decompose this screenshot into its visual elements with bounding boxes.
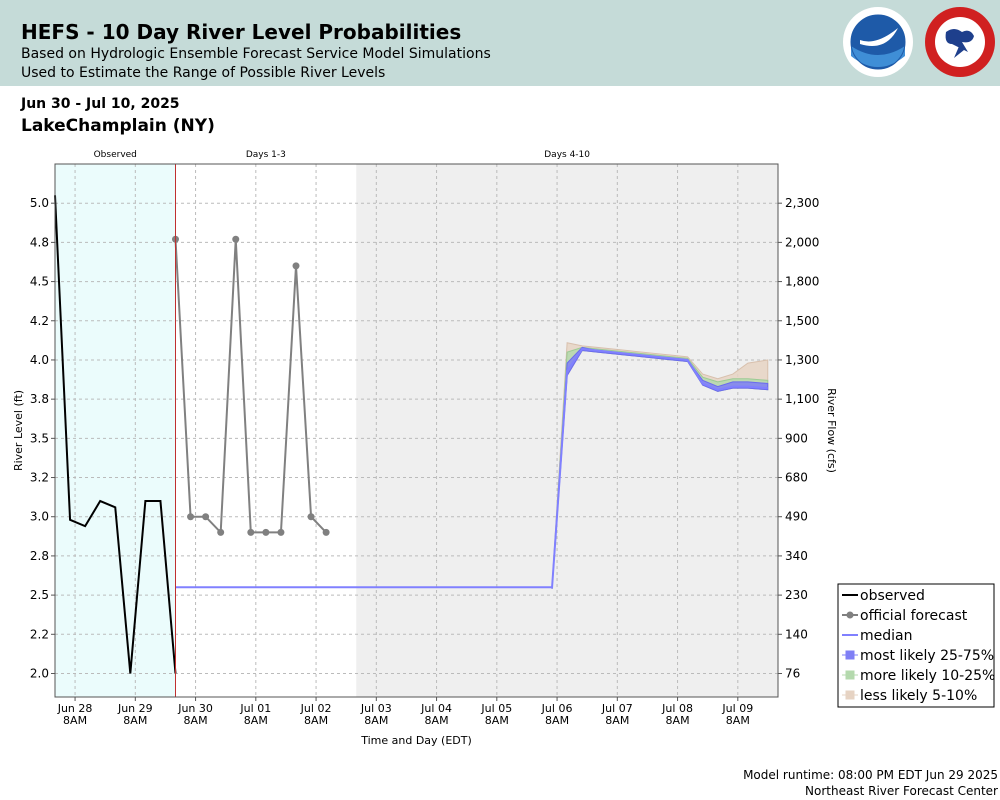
noaa-logo-icon bbox=[843, 7, 913, 77]
observed-line bbox=[54, 195, 177, 674]
y-tick-label-7: 3.8 bbox=[30, 392, 49, 406]
y2-tick-label-5: 680 bbox=[785, 471, 808, 485]
legend-swatch-official-dot bbox=[846, 611, 854, 619]
y2-tick-label-2: 230 bbox=[785, 588, 808, 602]
y2-tick-label-7: 1,100 bbox=[785, 392, 819, 406]
x-tick-day-2: Jun 30 bbox=[177, 702, 213, 715]
y-tick-label-12: 5.0 bbox=[30, 196, 49, 210]
y-tick-label-4: 3.0 bbox=[30, 510, 49, 524]
y2-tick-label-9: 1,500 bbox=[785, 314, 819, 328]
x-tick-time-4: 8AM bbox=[304, 714, 328, 727]
y2-tick-label-3: 340 bbox=[785, 549, 808, 563]
subtitle-line-2: Used to Estimate the Range of Possible R… bbox=[21, 65, 386, 81]
x-tick-day-3: Jul 01 bbox=[239, 702, 271, 715]
location-name: LakeChamplain (NY) bbox=[21, 116, 215, 136]
official-forecast-point-3 bbox=[217, 528, 225, 536]
y2-tick-label-8: 1,300 bbox=[785, 353, 819, 367]
official-forecast-point-7 bbox=[277, 528, 285, 536]
x-tick-time-3: 8AM bbox=[244, 714, 268, 727]
x-tick-day-1: Jun 29 bbox=[117, 702, 153, 715]
official-forecast-point-6 bbox=[262, 528, 270, 536]
x-axis-label: Time and Day (EDT) bbox=[360, 734, 472, 747]
official-forecast-point-5 bbox=[247, 528, 255, 536]
x-tick-day-8: Jul 06 bbox=[541, 702, 573, 715]
subtitle-line-1: Based on Hydrologic Ensemble Forecast Se… bbox=[21, 46, 491, 62]
x-tick-day-0: Jun 28 bbox=[57, 702, 93, 715]
legend-label-observed: observed bbox=[860, 588, 925, 604]
x-tick-time-11: 8AM bbox=[726, 714, 750, 727]
y2-tick-label-4: 490 bbox=[785, 510, 808, 524]
y-tick-label-0: 2.0 bbox=[30, 666, 49, 680]
forecast-center: Northeast River Forecast Center bbox=[805, 784, 998, 798]
x-tick-time-10: 8AM bbox=[666, 714, 690, 727]
x-tick-time-2: 8AM bbox=[184, 714, 208, 727]
official-forecast-point-8 bbox=[292, 262, 300, 270]
y-tick-label-9: 4.2 bbox=[30, 314, 49, 328]
x-tick-day-11: Jul 09 bbox=[721, 702, 753, 715]
page-title: HEFS - 10 Day River Level Probabilities bbox=[21, 20, 462, 44]
x-tick-time-1: 8AM bbox=[123, 714, 147, 727]
y-tick-label-8: 4.0 bbox=[30, 353, 49, 367]
y2-tick-label-1: 140 bbox=[785, 627, 808, 641]
region-label-observed: Observed bbox=[94, 150, 137, 160]
y2-tick-label-11: 2,000 bbox=[785, 235, 819, 249]
header-banner: HEFS - 10 Day River Level Probabilities … bbox=[0, 0, 1000, 86]
nws-logo-icon bbox=[925, 7, 995, 77]
legend-box bbox=[837, 583, 995, 708]
y-tick-label-11: 4.8 bbox=[30, 235, 49, 249]
official-forecast-point-1 bbox=[187, 513, 195, 521]
model-runtime: Model runtime: 08:00 PM EDT Jun 29 2025 bbox=[743, 768, 998, 782]
date-range: Jun 30 - Jul 10, 2025 bbox=[21, 96, 180, 112]
x-tick-time-8: 8AM bbox=[545, 714, 569, 727]
legend-label-band_5_10: less likely 5-10% bbox=[860, 688, 977, 704]
x-tick-time-5: 8AM bbox=[364, 714, 388, 727]
y2-tick-label-0: 76 bbox=[785, 666, 800, 680]
y2-tick-label-10: 1,800 bbox=[785, 275, 819, 289]
median-line bbox=[175, 347, 768, 589]
y2-tick-label-12: 2,300 bbox=[785, 196, 819, 210]
official-forecast-point-4 bbox=[232, 235, 240, 243]
x-tick-day-7: Jul 05 bbox=[480, 702, 512, 715]
official-forecast-point-2 bbox=[202, 513, 210, 521]
y-tick-label-5: 3.2 bbox=[30, 471, 49, 485]
official-forecast-point-10 bbox=[322, 528, 330, 536]
legend-swatch-band_10_25 bbox=[845, 670, 855, 680]
x-tick-day-4: Jul 02 bbox=[300, 702, 332, 715]
legend-label-band_25_75: most likely 25-75% bbox=[860, 648, 994, 664]
y-tick-label-2: 2.5 bbox=[30, 588, 49, 602]
x-tick-day-5: Jul 03 bbox=[360, 702, 392, 715]
y2-axis-label: River Flow (cfs) bbox=[825, 388, 838, 473]
x-tick-day-6: Jul 04 bbox=[420, 702, 452, 715]
legend-swatch-band_5_10 bbox=[845, 690, 855, 700]
x-tick-time-7: 8AM bbox=[485, 714, 509, 727]
legend-label-official: official forecast bbox=[860, 608, 968, 624]
legend-swatch-band_25_75 bbox=[845, 650, 855, 660]
y-tick-label-6: 3.5 bbox=[30, 431, 49, 445]
y-axis-label: River Level (ft) bbox=[12, 390, 25, 471]
legend-label-median: median bbox=[860, 628, 912, 644]
region-label-days-1-3: Days 1-3 bbox=[246, 150, 286, 160]
legend-label-band_10_25: more likely 10-25% bbox=[860, 668, 995, 684]
days-4-10-region bbox=[356, 164, 778, 697]
x-tick-day-9: Jul 07 bbox=[601, 702, 633, 715]
x-tick-day-10: Jul 08 bbox=[661, 702, 693, 715]
y-tick-label-10: 4.5 bbox=[30, 275, 49, 289]
x-tick-time-6: 8AM bbox=[425, 714, 449, 727]
y2-tick-label-6: 900 bbox=[785, 431, 808, 445]
observed-region bbox=[55, 164, 176, 697]
x-tick-time-0: 8AM bbox=[63, 714, 87, 727]
y-tick-label-1: 2.2 bbox=[30, 627, 49, 641]
region-label-days-4-10: Days 4-10 bbox=[544, 150, 590, 160]
y-tick-label-3: 2.8 bbox=[30, 549, 49, 563]
x-tick-time-9: 8AM bbox=[605, 714, 629, 727]
plot-frame bbox=[54, 163, 779, 698]
official-forecast-point-9 bbox=[307, 513, 315, 521]
